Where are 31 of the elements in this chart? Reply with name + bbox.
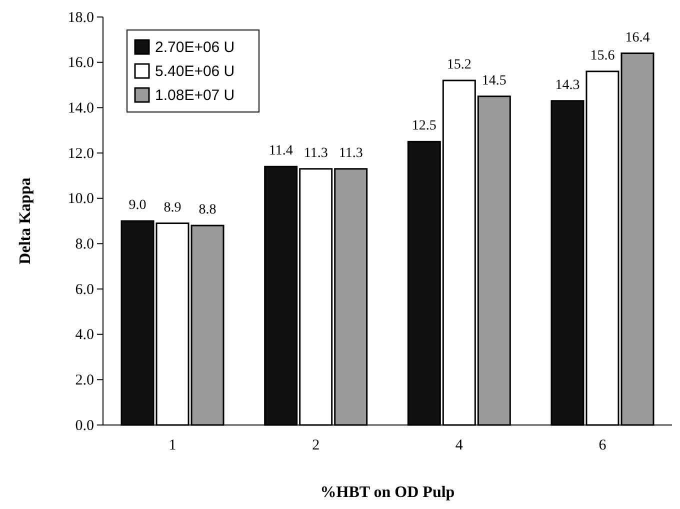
data-label: 11.4 xyxy=(268,144,293,159)
legend-label: 2.70E+06 U xyxy=(155,39,235,56)
y-tick-label: 4.0 xyxy=(75,327,94,344)
y-tick-label: 0.0 xyxy=(75,418,94,434)
data-label: 8.9 xyxy=(164,200,182,216)
y-tick-label: 6.0 xyxy=(75,282,94,298)
y-tick-label: 10.0 xyxy=(68,191,94,208)
legend-label: 5.40E+06 U xyxy=(155,63,235,80)
legend-label: 1.08E+07 U xyxy=(155,87,235,104)
x-tick-label: 6 xyxy=(598,438,607,454)
y-tick-label: 8.0 xyxy=(75,236,94,252)
data-label: 14.5 xyxy=(482,73,506,88)
data-label: 12.5 xyxy=(412,118,436,134)
x-tick-label: 1 xyxy=(168,438,176,454)
data-label: 14.3 xyxy=(555,78,580,93)
y-tick-label: 16.0 xyxy=(68,55,94,72)
y-tick-label: 14.0 xyxy=(68,100,94,116)
x-axis-title: %HBT on OD Pulp xyxy=(320,484,455,501)
data-label: 11.3 xyxy=(338,146,363,161)
data-label: 11.3 xyxy=(304,146,328,161)
data-label: 8.8 xyxy=(198,202,216,218)
y-tick-label: 2.0 xyxy=(75,372,94,388)
data-label: 15.2 xyxy=(446,57,472,72)
data-label: 15.6 xyxy=(590,48,615,64)
data-label: 9.0 xyxy=(128,198,146,213)
x-tick-label: 4 xyxy=(455,438,464,454)
y-tick-label: 18.0 xyxy=(68,10,94,26)
y-axis-title: Delta Kappa xyxy=(17,178,34,264)
x-tick-label: 2 xyxy=(312,438,320,454)
data-label: 16.4 xyxy=(625,30,650,46)
y-tick-label: 12.0 xyxy=(68,146,94,162)
